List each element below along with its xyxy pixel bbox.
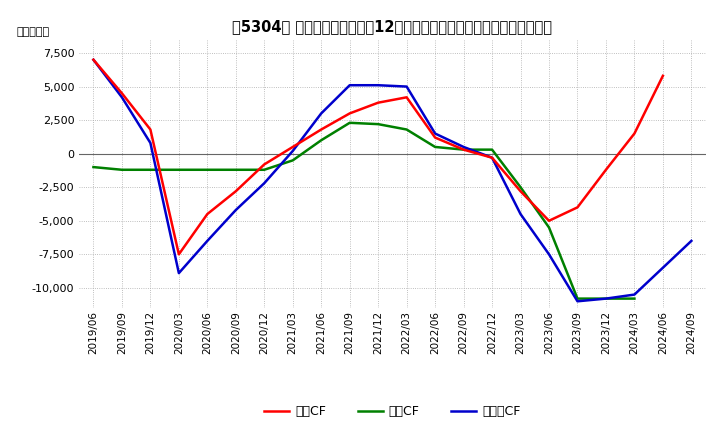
投資CF <box>117 167 126 172</box>
投資CF <box>146 167 155 172</box>
フリーCF <box>573 299 582 304</box>
営業CF <box>346 111 354 116</box>
投資CF <box>374 121 382 127</box>
営業CF <box>545 218 554 224</box>
フリーCF <box>117 95 126 100</box>
投資CF <box>203 167 212 172</box>
フリーCF <box>402 84 411 89</box>
投資CF <box>346 120 354 125</box>
営業CF <box>459 147 468 152</box>
Legend: 営業CF, 投資CF, フリーCF: 営業CF, 投資CF, フリーCF <box>259 400 526 423</box>
投資CF <box>516 185 525 190</box>
投資CF <box>602 296 611 301</box>
営業CF <box>203 211 212 216</box>
営業CF <box>146 127 155 132</box>
営業CF <box>89 57 98 62</box>
投資CF <box>459 147 468 152</box>
投資CF <box>630 296 639 301</box>
Line: 営業CF: 営業CF <box>94 60 663 254</box>
Text: （百万円）: （百万円） <box>17 27 50 37</box>
投資CF <box>317 138 325 143</box>
フリーCF <box>89 57 98 62</box>
フリーCF <box>260 180 269 186</box>
フリーCF <box>146 140 155 146</box>
Title: ［5304］ キャッシュフローの12か月移動合計の対前年同期増減額の推移: ［5304］ キャッシュフローの12か月移動合計の対前年同期増減額の推移 <box>233 19 552 34</box>
フリーCF <box>487 155 496 160</box>
フリーCF <box>545 252 554 257</box>
営業CF <box>431 135 439 140</box>
営業CF <box>260 162 269 167</box>
フリーCF <box>630 292 639 297</box>
投資CF <box>289 158 297 163</box>
営業CF <box>487 155 496 160</box>
投資CF <box>260 167 269 172</box>
投資CF <box>545 225 554 230</box>
営業CF <box>374 100 382 105</box>
投資CF <box>232 167 240 172</box>
営業CF <box>573 205 582 210</box>
フリーCF <box>459 144 468 150</box>
Line: フリーCF: フリーCF <box>94 60 691 301</box>
フリーCF <box>203 238 212 244</box>
営業CF <box>232 189 240 194</box>
投資CF <box>402 127 411 132</box>
営業CF <box>402 95 411 100</box>
営業CF <box>516 189 525 194</box>
営業CF <box>117 91 126 96</box>
フリーCF <box>687 238 696 244</box>
Line: 投資CF: 投資CF <box>94 123 634 299</box>
フリーCF <box>431 131 439 136</box>
フリーCF <box>516 211 525 216</box>
フリーCF <box>602 296 611 301</box>
営業CF <box>174 252 183 257</box>
営業CF <box>659 73 667 78</box>
フリーCF <box>374 83 382 88</box>
フリーCF <box>232 207 240 213</box>
営業CF <box>630 131 639 136</box>
投資CF <box>174 167 183 172</box>
フリーCF <box>289 148 297 154</box>
フリーCF <box>174 271 183 276</box>
フリーCF <box>317 111 325 116</box>
投資CF <box>89 165 98 170</box>
投資CF <box>573 296 582 301</box>
営業CF <box>602 167 611 172</box>
営業CF <box>289 144 297 150</box>
投資CF <box>487 147 496 152</box>
投資CF <box>431 144 439 150</box>
営業CF <box>317 127 325 132</box>
フリーCF <box>346 83 354 88</box>
